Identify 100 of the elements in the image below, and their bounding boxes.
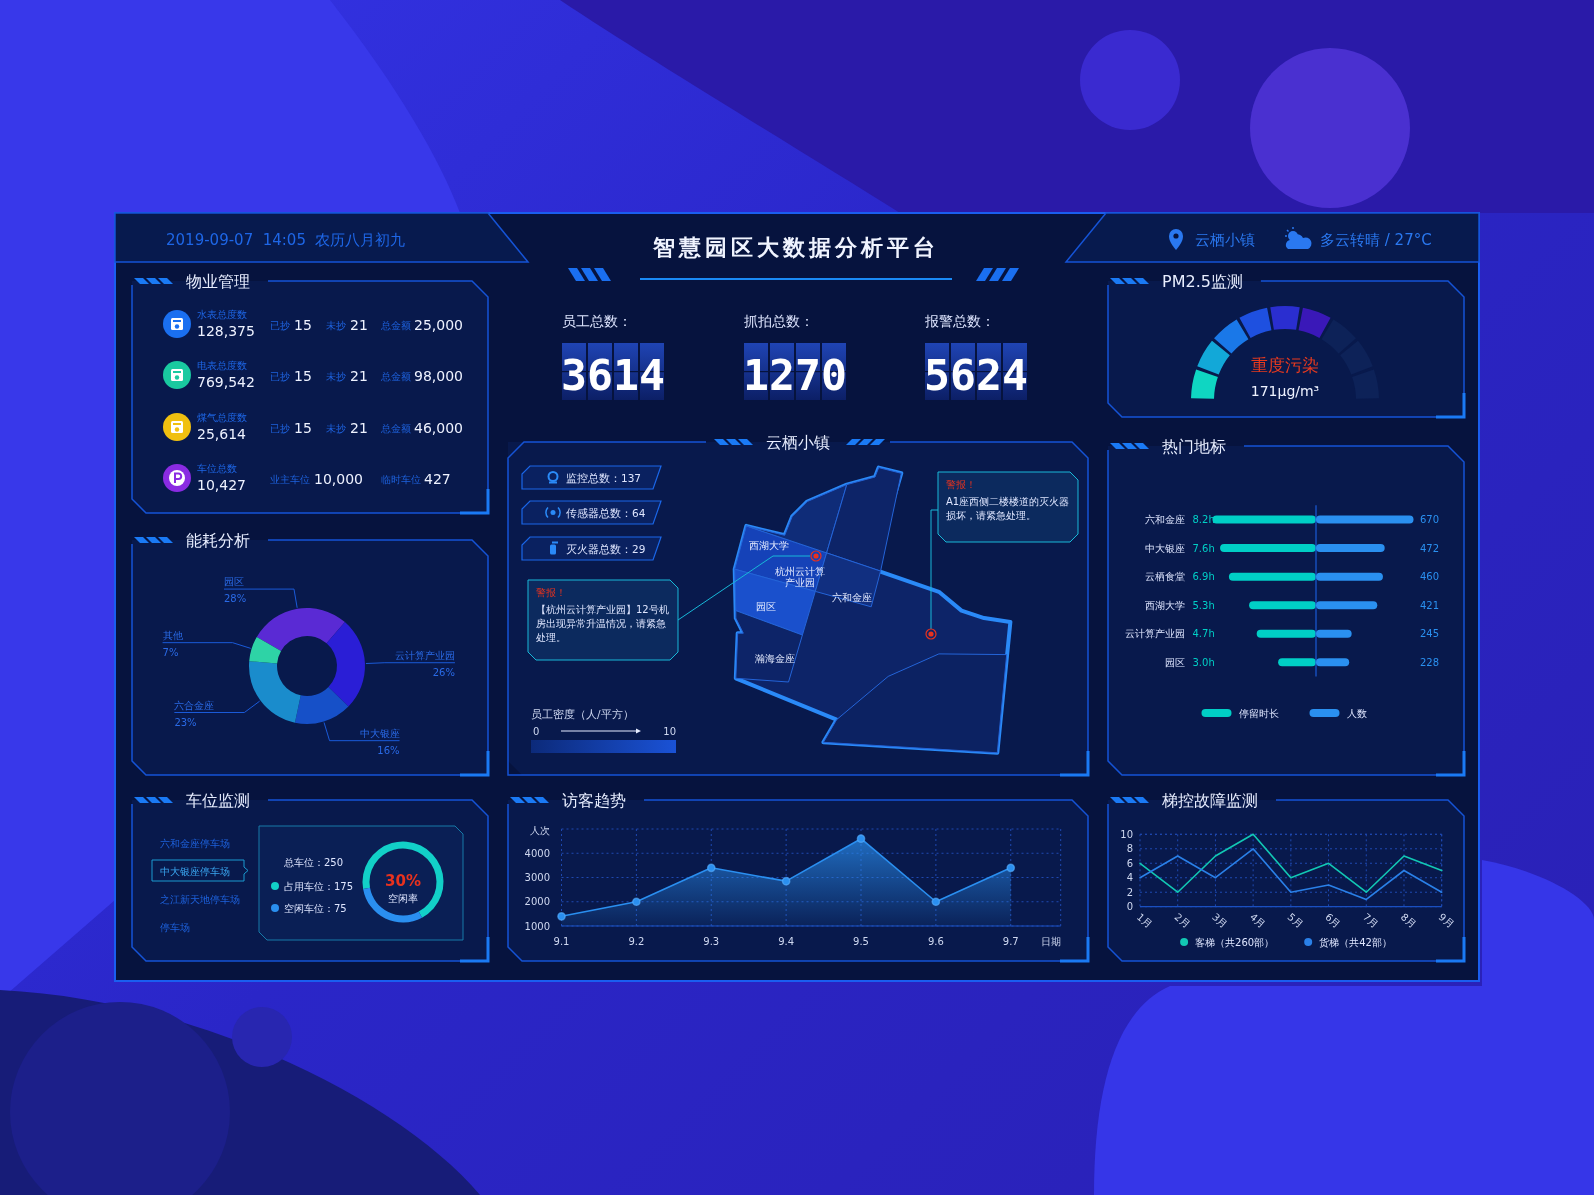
donut-slice — [256, 608, 345, 651]
x-tick-label: 2月 — [1172, 911, 1193, 931]
data-label: 23% — [174, 716, 197, 728]
text: 重度污染 — [1251, 355, 1319, 375]
data-label: 670 — [1420, 514, 1440, 526]
y-tick-label: 4 — [1126, 872, 1133, 884]
donut-slice — [249, 661, 301, 723]
text: 15 — [294, 317, 312, 333]
x-tick-label: 4月 — [1247, 911, 1268, 931]
data-label: 472 — [1420, 542, 1440, 554]
text: 98,000 — [414, 368, 463, 384]
text: 769,542 — [197, 374, 255, 390]
data-label: 421 — [1420, 599, 1440, 611]
text: 10,000 — [314, 471, 363, 487]
text: 21 — [350, 420, 368, 436]
text: 传感器总数：64 — [566, 507, 646, 519]
x-tick-label: 9.5 — [853, 936, 869, 947]
y-tick-label: 园区 — [1164, 656, 1185, 668]
point — [856, 834, 866, 844]
y-tick-label: 8 — [1126, 843, 1133, 855]
y-tick-label: 云计算产业园 — [1124, 628, 1185, 640]
chart-title: 梯控故障监测 — [1161, 791, 1258, 810]
text: 已抄 — [270, 371, 290, 382]
slice-label: 中大银座 — [359, 727, 400, 739]
x-axis-title: 日期 — [1040, 936, 1061, 947]
text: A1座西侧二楼楼道的灭火器损坏，请紧急处理。 — [946, 496, 1070, 521]
data-label: 245 — [1420, 628, 1440, 640]
data-label: 5.3h — [1192, 599, 1215, 611]
data-label: 228 — [1420, 656, 1440, 668]
text: 物业管理 — [186, 272, 250, 291]
y-tick-label: 中大银座 — [1144, 542, 1185, 554]
x-tick-label: 9.3 — [703, 936, 720, 947]
text: 园区 — [756, 601, 776, 612]
text: 多云转晴 / 27°C — [1320, 231, 1432, 249]
text: 空闲率 — [388, 893, 418, 904]
legend-label: 客梯（共260部） — [1195, 936, 1275, 948]
text: 停车场 — [160, 922, 190, 934]
x-tick-label: 3月 — [1210, 911, 1230, 931]
text: 46,000 — [414, 420, 463, 436]
text: 未抄 — [326, 371, 346, 382]
y-tick-label: 六和金座 — [1144, 514, 1185, 526]
y-tick-label: 西湖大学 — [1144, 599, 1185, 611]
donut-slice — [326, 622, 365, 707]
point — [1006, 863, 1016, 873]
point — [706, 863, 716, 873]
slice-label: 云计算产业园 — [394, 649, 455, 661]
y-axis-title: 人次 — [530, 825, 550, 836]
text: 总金额 — [380, 423, 411, 434]
x-tick-label: 8月 — [1398, 911, 1419, 931]
slice-label: 六合金座 — [174, 699, 215, 711]
text: 未抄 — [326, 423, 346, 434]
data-label: 16% — [377, 744, 400, 756]
y-tick-label: 2000 — [524, 896, 550, 908]
text: 2019-09-07 14:05 农历八月初九 — [166, 231, 406, 249]
y-tick-label: 云栖食堂 — [1144, 571, 1185, 583]
text: 水表总度数 — [197, 309, 247, 320]
text: 总金额 — [380, 320, 411, 331]
donut-slice — [294, 686, 349, 724]
text: 之江新天地停车场 — [160, 894, 240, 906]
y-tick-label: 2 — [1126, 886, 1133, 898]
line-series — [1139, 847, 1443, 901]
data-label: 460 — [1420, 571, 1440, 583]
point — [632, 897, 641, 907]
text: 15 — [294, 420, 312, 436]
y-tick-label: 4000 — [524, 847, 550, 859]
text: 电表总度数 — [197, 360, 247, 371]
text: 25,000 — [414, 317, 463, 333]
text: 已抄 — [270, 320, 290, 331]
text: 员工总数： — [562, 313, 632, 329]
data-label: 28% — [223, 593, 247, 605]
x-tick-label: 9月 — [1436, 911, 1457, 931]
x-tick-label: 9.4 — [778, 936, 795, 947]
text: 业主车位 — [270, 474, 310, 485]
text: 员工密度（人/平方） — [531, 708, 634, 720]
x-tick-label: 9.2 — [628, 936, 645, 947]
text: 21 — [350, 317, 368, 333]
y-tick-label: 1000 — [524, 920, 550, 932]
y-tick-label: 6 — [1126, 857, 1133, 869]
text: 瀚海金座 — [755, 653, 795, 664]
point — [557, 911, 566, 921]
chart-title: 访客趋势 — [562, 791, 626, 810]
legend-label: 空闲车位：75 — [284, 902, 347, 914]
text: 【杭州云计算产业园】12号机房出现异常升温情况，请紧急处理。 — [536, 604, 669, 643]
chart-title: 热门地标 — [1162, 437, 1226, 456]
y-tick-label: 0 — [1126, 901, 1133, 913]
x-tick-label: 7月 — [1360, 911, 1381, 931]
text: 报警总数： — [924, 313, 995, 329]
text: 10,427 — [197, 477, 246, 493]
donut-slice — [362, 841, 444, 918]
text: 警报！ — [536, 587, 566, 598]
text: 云栖小镇 — [1195, 231, 1255, 249]
data-label: 3.0h — [1192, 656, 1215, 668]
x-tick-label: 1月 — [1134, 911, 1155, 931]
slice-label: 园区 — [223, 576, 244, 588]
text: 128,375 — [197, 323, 255, 339]
text: 云栖小镇 — [766, 433, 830, 452]
data-label: 7% — [162, 646, 179, 658]
text: 警报！ — [946, 479, 976, 490]
x-tick-label: 5月 — [1285, 911, 1306, 931]
donut-slice — [249, 637, 282, 664]
